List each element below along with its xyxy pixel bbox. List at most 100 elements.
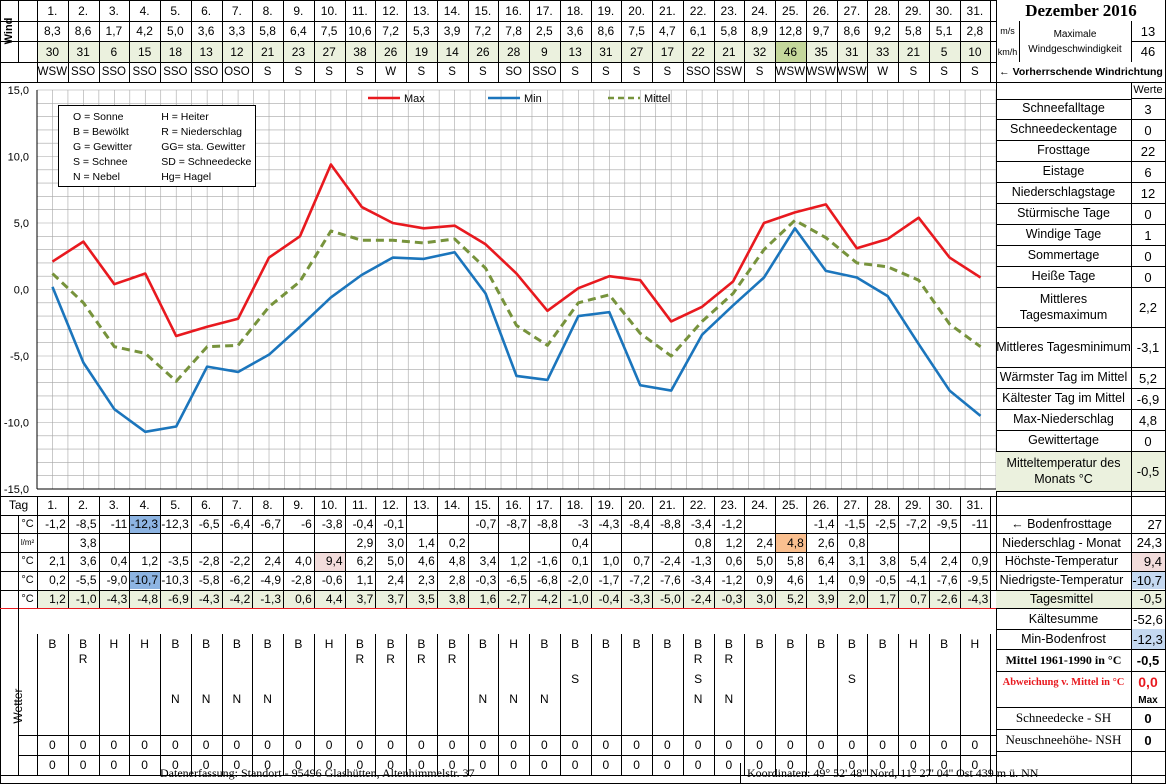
day-header: 30. — [935, 3, 953, 18]
table-cell: 2,8 — [448, 573, 466, 588]
row-value: 24,3 — [1136, 535, 1162, 551]
grid-line — [996, 629, 1166, 631]
stat-value: 0 — [1131, 204, 1165, 225]
stats-header: Werte — [1131, 82, 1165, 99]
table-cell: 2,4 — [756, 535, 773, 550]
grid-line — [996, 751, 1166, 753]
table-cell: 5,8 — [787, 554, 804, 569]
snow-cell: 0 — [571, 738, 579, 753]
table-cell — [437, 515, 468, 534]
wind-cell: 13 — [559, 41, 591, 62]
snow-cell: 0 — [264, 738, 271, 753]
grid-line — [652, 496, 653, 609]
snow-cell: 0 — [725, 738, 733, 753]
day-header: 7. — [231, 3, 242, 18]
day-header: 21. — [659, 498, 676, 513]
snow-cell: 0 — [787, 758, 794, 773]
table-cell: -8,8 — [660, 517, 681, 532]
wind-cell: 21 — [898, 41, 929, 62]
wind-cell: 33 — [867, 41, 898, 62]
weather-cell: S — [847, 671, 856, 686]
wind-cell: 5,1 — [935, 24, 953, 38]
table-cell: 3,9 — [805, 589, 837, 609]
legend-row: N = Nebel Hg= Hagel — [73, 169, 255, 184]
table-cell: -6,5 — [198, 517, 220, 532]
wind-cell: 13 — [190, 41, 222, 62]
grid-line — [160, 634, 161, 736]
day-header: 13. — [413, 498, 430, 513]
weather-cell: H — [140, 637, 149, 652]
snow-cell: 0 — [387, 738, 394, 753]
unit-ms: m/s — [1000, 26, 1015, 36]
wind-cell: S — [417, 66, 426, 78]
weather-cell — [498, 669, 529, 689]
wind-cell: 3,6 — [566, 24, 584, 38]
legend-entry: Hg= Hagel — [161, 170, 212, 183]
day-header: 19. — [597, 498, 615, 513]
stat-value: 0 — [1131, 246, 1165, 267]
table-cell: -2,5 — [875, 517, 896, 532]
weather-cell: H — [970, 637, 980, 652]
weather-cell: N — [263, 692, 272, 707]
side-label: Neuschneehöhe- NSH — [1005, 732, 1122, 748]
wind-cell: 23 — [283, 41, 314, 62]
weather-cell: B — [294, 637, 303, 652]
weather-cell — [867, 669, 898, 689]
y-tick-label: -10,0 — [4, 418, 29, 430]
legend-entry: H = Heiter — [161, 110, 209, 123]
day-header: 30. — [935, 498, 953, 513]
grid-line — [313, 735, 315, 776]
table-cell: -0,6 — [321, 573, 343, 588]
day-header: 29. — [905, 498, 922, 513]
table-cell: 3,6 — [79, 554, 97, 569]
grid-line — [0, 514, 1166, 516]
weather-cell: R — [355, 651, 365, 666]
side-value: -52,6 — [1133, 611, 1163, 627]
weather-cell — [160, 649, 191, 669]
wind-cell: 28 — [498, 41, 529, 62]
table-cell: -6,7 — [260, 517, 281, 532]
day-header: 22. — [689, 498, 707, 513]
weather-cell — [375, 669, 406, 689]
grid-line — [190, 496, 192, 609]
table-cell — [960, 533, 991, 552]
weather-cell: H — [909, 637, 918, 652]
table-cell: -4,3 — [959, 589, 991, 609]
legend-entry: S = Schnee — [73, 155, 128, 168]
wind-cell: SSO — [132, 66, 157, 78]
grid-line — [740, 763, 741, 784]
side-value: 0 — [1144, 732, 1152, 748]
stat-label: Sommertage — [996, 246, 1131, 267]
table-cell: 2,3 — [418, 573, 435, 588]
grid-line — [867, 496, 869, 609]
table-cell: -1,5 — [844, 517, 866, 532]
table-cell: -1,4 — [813, 517, 835, 532]
snow-cell: 0 — [541, 738, 548, 753]
table-cell — [37, 533, 68, 552]
snow-cell: 0 — [633, 758, 640, 773]
table-cell: 3,7 — [375, 589, 406, 609]
table-cell: -8,4 — [629, 517, 650, 532]
grid-line — [996, 649, 1166, 651]
snow-cell: 0 — [49, 738, 56, 753]
weather-cell: B — [478, 637, 487, 652]
table-cell — [867, 533, 898, 552]
table-cell: 4,8 — [448, 554, 466, 569]
table-cell: 0,6 — [725, 554, 743, 569]
weather-cell — [468, 649, 499, 669]
weather-cell — [560, 689, 591, 709]
table-cell — [929, 533, 960, 552]
wind-cell: WSW — [37, 66, 68, 78]
table-cell: 0,9 — [848, 573, 866, 588]
table-cell: 0,4 — [110, 554, 128, 569]
grid-line — [836, 496, 838, 609]
snow-cell: 0 — [787, 738, 794, 753]
grid-line — [0, 589, 1166, 591]
weather-cell: B — [817, 637, 826, 652]
weather-cell: B — [724, 637, 733, 652]
wind-cell: SSO — [685, 66, 711, 78]
side-value: 0,0 — [1138, 674, 1158, 691]
weather-cell: H — [109, 637, 119, 652]
table-cell: -1,3 — [690, 554, 712, 569]
table-cell: 6,4 — [817, 554, 835, 569]
